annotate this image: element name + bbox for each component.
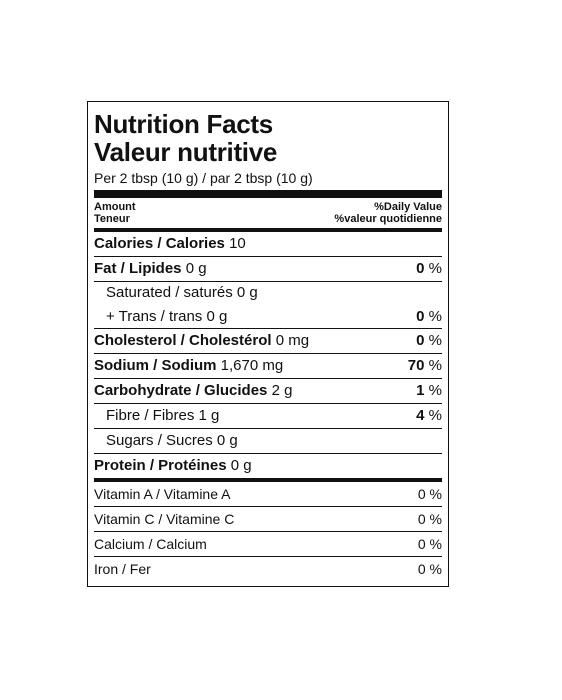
medium-divider (94, 228, 442, 232)
fat-pct-sign: % (428, 260, 442, 277)
title-french: Valeur nutritive (94, 137, 278, 167)
fat-pct: 0 (416, 260, 425, 277)
carbohydrate-pct-sign: % (428, 382, 442, 399)
cholesterol-pct-sign: % (428, 332, 442, 349)
vitamin-a-label: Vitamin A / Vitamine A (94, 486, 231, 502)
carbohydrate-row: Carbohydrate / Glucides 2 g 1 % (94, 378, 442, 403)
protein-row: Protein / Protéines 0 g (94, 453, 442, 478)
daily-value-heading-fr: %valeur quotidienne (334, 213, 442, 225)
iron-pct: 0 % (417, 561, 442, 577)
calories-row: Calories / Calories 10 (94, 232, 442, 256)
fibre-row: Fibre / Fibres 1 g 4 % (94, 403, 442, 428)
sodium-pct-sign: % (428, 357, 442, 374)
protein-value: 0 g (230, 457, 252, 474)
fibre-pct-sign: % (428, 407, 442, 424)
sugars-label: Sugars / Sucres (106, 432, 213, 449)
sodium-label: Sodium / Sodium (94, 357, 217, 374)
thick-divider (94, 190, 442, 198)
carbohydrate-label: Carbohydrate / Glucides (94, 382, 268, 399)
iron-row: Iron / Fer 0 % (94, 556, 442, 581)
trans-pct: 0 (416, 308, 425, 325)
calcium-label: Calcium / Calcium (94, 536, 207, 552)
sodium-pct: 70 (407, 357, 425, 374)
fat-row: Fat / Lipides 0 g 0 % (94, 256, 442, 281)
title-english: Nutrition Facts (94, 109, 273, 139)
serving-size: Per 2 tbsp (10 g) / par 2 tbsp (10 g) (94, 170, 313, 186)
saturated-label: Saturated / saturés (106, 284, 233, 301)
vitamin-c-pct: 0 % (417, 511, 442, 527)
cholesterol-pct: 0 (416, 332, 425, 349)
calories-label: Calories / Calories (94, 235, 225, 252)
sugars-row: Sugars / Sucres 0 g (94, 428, 442, 453)
column-header: Amount Teneur %Daily Value %valeur quoti… (94, 198, 442, 228)
amount-heading: Amount (94, 201, 136, 213)
vitamin-c-row: Vitamin C / Vitamine C 0 % (94, 506, 442, 531)
fibre-label: Fibre / Fibres (106, 407, 195, 424)
cholesterol-label: Cholesterol / Cholestérol (94, 332, 272, 349)
calcium-pct: 0 % (417, 536, 442, 552)
vitamin-c-label: Vitamin C / Vitamine C (94, 511, 235, 527)
saturated-value: 0 g (236, 284, 258, 301)
fat-label: Fat / Lipides (94, 260, 182, 277)
cholesterol-value: 0 mg (275, 332, 310, 349)
fibre-pct: 4 (416, 407, 425, 424)
iron-label: Iron / Fer (94, 561, 151, 577)
trans-pct-sign: % (428, 308, 442, 325)
saturated-trans-row: Saturated / saturés 0 g + Trans / trans … (94, 281, 442, 328)
calories-value: 10 (229, 235, 246, 252)
fibre-value: 1 g (198, 407, 220, 424)
trans-value: 0 g (206, 308, 228, 325)
sodium-value: 1,670 mg (220, 357, 284, 374)
carbohydrate-value: 2 g (271, 382, 293, 399)
protein-label: Protein / Protéines (94, 457, 227, 474)
sodium-row: Sodium / Sodium 1,670 mg 70 % (94, 353, 442, 378)
sugars-value: 0 g (216, 432, 238, 449)
carbohydrate-pct: 1 (416, 382, 425, 399)
fat-value: 0 g (185, 260, 207, 277)
daily-value-heading: %Daily Value (374, 201, 442, 213)
calcium-row: Calcium / Calcium 0 % (94, 531, 442, 556)
teneur-heading: Teneur (94, 213, 130, 225)
vitamin-a-row: Vitamin A / Vitamine A 0 % (94, 478, 442, 506)
nutrition-facts-label: Nutrition Facts Valeur nutritive Per 2 t… (87, 101, 449, 587)
vitamin-a-pct: 0 % (417, 486, 442, 502)
cholesterol-row: Cholesterol / Cholestérol 0 mg 0 % (94, 328, 442, 353)
trans-label: + Trans / trans (106, 308, 203, 325)
